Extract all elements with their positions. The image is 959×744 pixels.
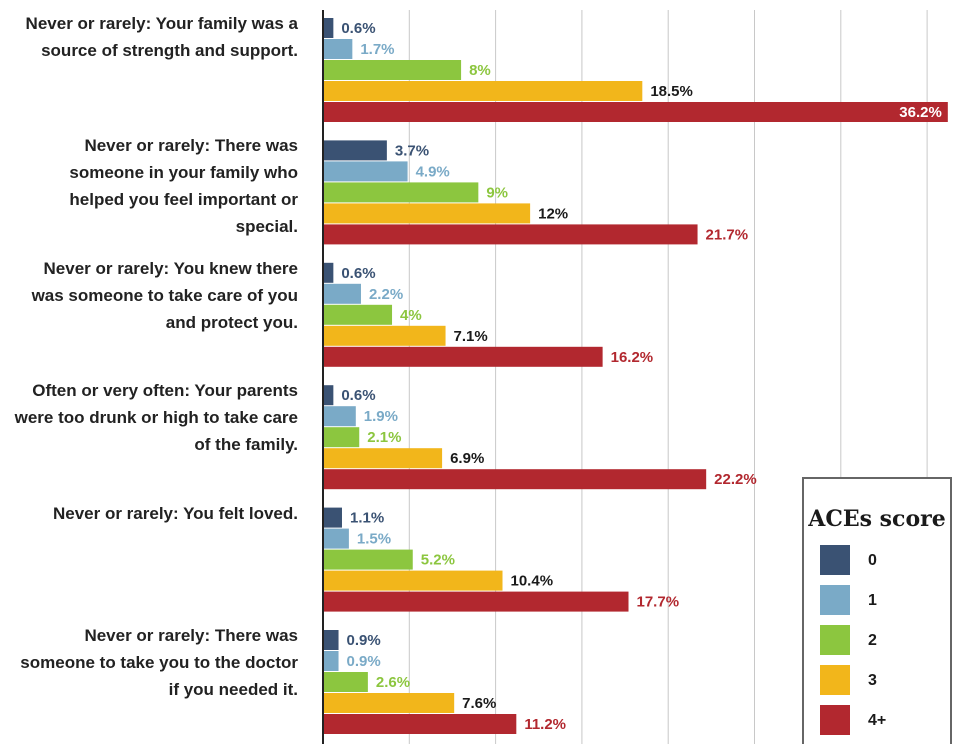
bar — [323, 203, 531, 224]
legend: ACEs score 0 1 2 3 4+ — [802, 477, 952, 744]
data-label: 21.7% — [706, 226, 749, 243]
bar — [323, 591, 629, 612]
data-label: 6.9% — [450, 450, 484, 467]
category-label: Never or rarely: You felt loved. — [52, 503, 298, 523]
bar — [323, 469, 707, 490]
bar — [323, 283, 361, 304]
data-label: 7.6% — [462, 695, 496, 712]
data-label: 2.1% — [367, 429, 401, 446]
bar — [323, 385, 334, 406]
data-label: 18.5% — [650, 83, 693, 100]
bar — [323, 448, 443, 469]
data-label: 10.4% — [511, 573, 554, 590]
data-label: 1.5% — [357, 531, 391, 548]
data-label: 0.6% — [341, 265, 375, 282]
category-label: Never or rarely: Your family was a sourc… — [25, 14, 298, 60]
legend-swatch — [820, 585, 850, 615]
bar — [323, 528, 349, 549]
bar — [323, 140, 387, 161]
bar — [323, 161, 408, 182]
bar — [323, 427, 360, 448]
data-label: 1.9% — [364, 408, 398, 425]
legend-label: 3 — [868, 672, 877, 689]
data-label: 0.6% — [341, 387, 375, 404]
bar — [323, 346, 603, 367]
data-label: 4.9% — [416, 163, 450, 180]
bar — [323, 18, 334, 38]
category-label: Never or rarely: There was someone in yo… — [69, 136, 298, 237]
data-label: 4% — [400, 307, 422, 324]
legend-swatch — [820, 545, 850, 575]
legend-label: 4+ — [868, 712, 886, 729]
data-label: 7.1% — [454, 328, 488, 345]
legend-swatch — [820, 705, 850, 735]
data-label: 0.9% — [347, 653, 381, 670]
legend-swatch — [820, 625, 850, 655]
data-label: 16.2% — [611, 349, 654, 366]
bar — [323, 630, 339, 650]
bar — [323, 39, 353, 59]
data-label: 11.2% — [524, 716, 566, 733]
legend-swatch — [820, 665, 850, 695]
bar — [323, 507, 342, 528]
legend-title: ACEs score — [807, 506, 945, 532]
bar — [323, 81, 643, 101]
data-label: 12% — [538, 205, 568, 222]
bar — [323, 693, 455, 713]
data-label: 9% — [486, 184, 508, 201]
data-label: 36.2% — [899, 104, 942, 121]
bar — [323, 406, 356, 427]
bar — [323, 570, 503, 591]
bar — [323, 651, 339, 671]
bar — [323, 102, 948, 122]
bar — [323, 262, 334, 283]
data-label: 0.6% — [341, 20, 375, 37]
category-label: Often or very often: Your parents were t… — [14, 381, 298, 455]
bar — [323, 60, 462, 80]
data-label: 8% — [469, 62, 491, 79]
data-label: 2.6% — [376, 674, 410, 691]
legend-label: 0 — [868, 552, 877, 569]
bar — [323, 182, 479, 203]
data-label: 0.9% — [347, 632, 381, 649]
bar — [323, 224, 698, 245]
legend-label: 2 — [868, 632, 877, 649]
data-label: 3.7% — [395, 142, 429, 159]
legend-label: 1 — [868, 592, 877, 609]
data-label: 5.2% — [421, 552, 455, 569]
bar — [323, 304, 393, 325]
category-label: Never or rarely: There was someone to ta… — [20, 626, 298, 699]
data-label: 1.1% — [350, 510, 384, 527]
bar — [323, 714, 517, 734]
data-label: 22.2% — [714, 471, 757, 488]
category-label: Never or rarely: You knew there was some… — [31, 258, 298, 332]
data-label: 1.7% — [360, 41, 394, 58]
bar — [323, 549, 413, 570]
bar — [323, 672, 368, 692]
data-label: 17.7% — [637, 594, 680, 611]
bar — [323, 325, 446, 346]
data-label: 2.2% — [369, 286, 403, 303]
